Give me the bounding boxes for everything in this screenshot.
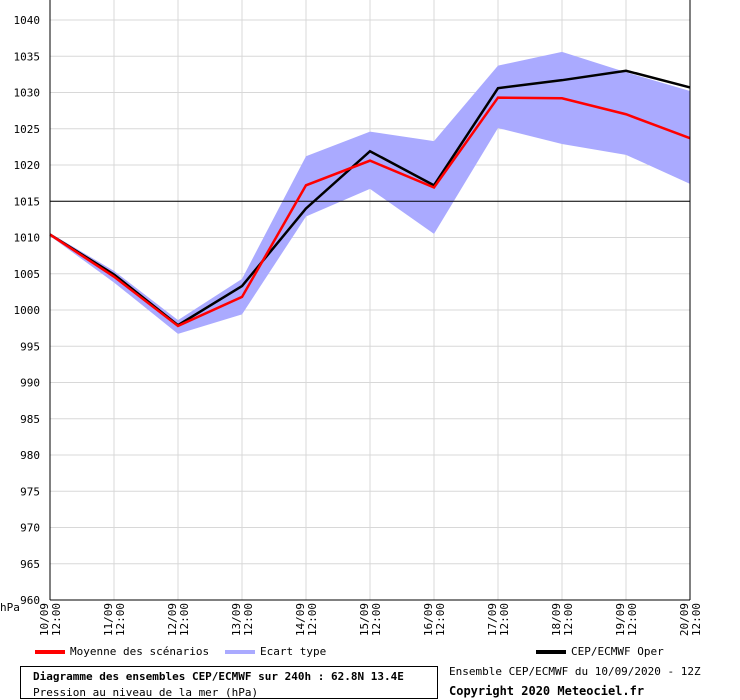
x-tick: 15/09 12:00 xyxy=(358,603,383,636)
x-tick-time: 12:00 xyxy=(690,603,703,636)
unit-label: hPa xyxy=(0,601,20,614)
y-tick-label: 1035 xyxy=(14,50,41,63)
y-tick-label: 990 xyxy=(20,377,40,390)
legend-mean: Moyenne des scénarios xyxy=(35,645,209,658)
y-tick-label: 1020 xyxy=(14,159,41,172)
y-tick-label: 1025 xyxy=(14,123,41,136)
x-tick-date: 18/09 xyxy=(550,603,563,636)
x-axis-ticks: 10/09 12:00 11/09 12:00 12/09 12:00 13/09 12:00… xyxy=(38,603,703,636)
x-tick-date: 19/09 xyxy=(614,603,627,636)
y-axis-ticks: 1040 1035 1030 1025 1020 1015 1010 1005 1000 995 9… xyxy=(14,14,41,607)
legend-spread: Ecart type xyxy=(225,645,326,658)
x-tick: 13/09 12:00 xyxy=(230,603,255,636)
mean-series-line xyxy=(49,96,691,328)
x-tick: 11/09 12:00 xyxy=(102,603,127,636)
copyright: Copyright 2020 Meteociel.fr xyxy=(449,684,645,698)
info-box: Diagramme des ensembles CEP/ECMWF sur 24… xyxy=(20,666,438,699)
x-tick-time: 12:00 xyxy=(370,603,383,636)
y-tick-label: 1015 xyxy=(14,195,41,208)
legend-spread-label: Ecart type xyxy=(260,645,327,658)
y-tick-label: 960 xyxy=(20,594,40,607)
x-tick-date: 10/09 xyxy=(38,603,51,636)
x-tick-time: 12:00 xyxy=(242,603,255,636)
y-tick-label: 975 xyxy=(20,485,40,498)
x-tick: 17/09 12:00 xyxy=(486,603,511,636)
x-tick: 12/09 12:00 xyxy=(166,603,191,636)
x-tick-date: 17/09 xyxy=(486,603,499,636)
x-tick-time: 12:00 xyxy=(434,603,447,636)
x-tick-date: 11/09 xyxy=(102,603,115,636)
y-tick-label: 980 xyxy=(20,449,40,462)
x-tick: 16/09 12:00 xyxy=(422,603,447,636)
x-tick-date: 12/09 xyxy=(166,603,179,636)
axes xyxy=(49,0,691,601)
x-tick-time: 12:00 xyxy=(562,603,575,636)
x-tick-time: 12:00 xyxy=(306,603,319,636)
x-tick-time: 12:00 xyxy=(626,603,639,636)
legend-mean-label: Moyenne des scénarios xyxy=(70,645,210,658)
x-tick-date: 13/09 xyxy=(230,603,243,636)
x-tick-time: 12:00 xyxy=(498,603,511,636)
spread-band xyxy=(50,51,690,334)
y-tick-label: 995 xyxy=(20,340,40,353)
x-tick-time: 12:00 xyxy=(178,603,191,636)
x-tick: 19/09 12:00 xyxy=(614,603,639,636)
y-tick-label: 1010 xyxy=(14,232,41,245)
y-tick-label: 1040 xyxy=(14,14,41,27)
x-tick: 14/09 12:00 xyxy=(294,603,319,636)
x-tick-date: 15/09 xyxy=(358,603,371,636)
mean-swatch xyxy=(35,649,65,654)
x-tick-time: 12:00 xyxy=(50,603,63,636)
chart-title: Diagramme des ensembles CEP/ECMWF sur 24… xyxy=(33,670,404,683)
y-tick-label: 1000 xyxy=(14,304,41,317)
y-tick-label: 1005 xyxy=(14,268,41,281)
legend-oper: CEP/ECMWF Oper xyxy=(536,645,664,658)
y-tick-label: 985 xyxy=(20,413,40,426)
x-tick: 18/09 12:00 xyxy=(550,603,575,636)
chart-subtitle: Pression au niveau de la mer (hPa) xyxy=(33,686,259,699)
spread-swatch xyxy=(225,649,255,654)
x-tick-date: 14/09 xyxy=(294,603,307,636)
x-tick: 20/09 12:00 xyxy=(678,603,703,636)
oper-swatch xyxy=(536,649,566,654)
x-tick-date: 16/09 xyxy=(422,603,435,636)
y-tick-label: 970 xyxy=(20,522,40,535)
ensemble-info: Ensemble CEP/ECMWF du 10/09/2020 - 12Z xyxy=(449,665,701,678)
y-tick-label: 965 xyxy=(20,558,40,571)
x-tick-time: 12:00 xyxy=(114,603,127,636)
x-tick-date: 20/09 xyxy=(678,603,691,636)
pressure-chart: 1040 1035 1030 1025 1020 1015 1010 1005 1000 995 9… xyxy=(0,0,703,636)
x-tick: 10/09 12:00 xyxy=(38,603,63,636)
legend-oper-label: CEP/ECMWF Oper xyxy=(571,645,664,658)
y-tick-label: 1030 xyxy=(14,87,41,100)
